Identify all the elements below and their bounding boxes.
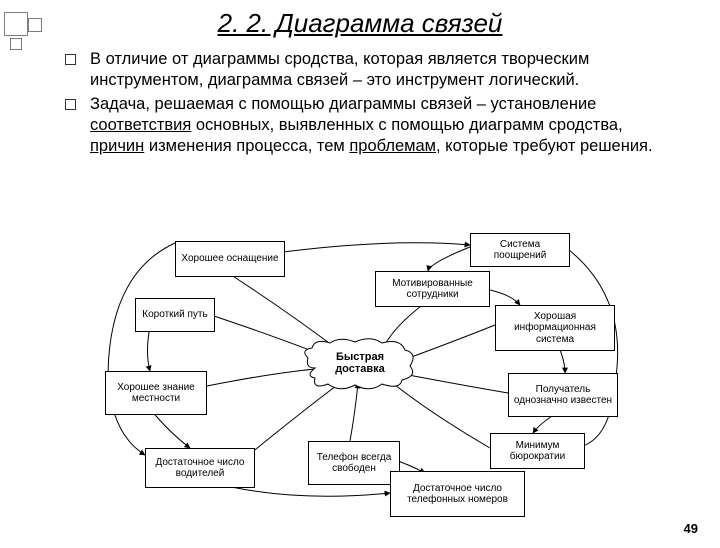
diagram-node: Достаточное число водителей (145, 448, 255, 488)
deco-square (28, 18, 42, 32)
diagram-node: Короткий путь (135, 298, 215, 332)
deco-square (10, 38, 22, 50)
diagram-node: Мотивированные сотрудники (375, 271, 490, 307)
bullet-list: В отличие от диаграммы сродства, которая… (65, 49, 665, 156)
deco-square (4, 12, 28, 36)
diagram-node: Хорошая информационная система (495, 305, 615, 351)
diagram-node: Телефон всегда свободен (308, 441, 400, 485)
center-node: Быстрая доставка (320, 351, 400, 375)
relations-diagram: Быстрая доставка Хорошее оснащение Систем… (90, 233, 630, 518)
bullet-icon (65, 54, 76, 65)
diagram-node: Хорошее оснащение (175, 241, 285, 277)
diagram-node: Получатель однозначно известен (508, 373, 618, 417)
page-title: 2. 2. Диаграмма связей (0, 8, 720, 39)
diagram-node: Достаточное число телефонных номеров (390, 471, 525, 517)
diagram-node: Минимум бюрократии (490, 433, 585, 469)
bullet-2: Задача, решаемая с помощью диаграммы свя… (90, 94, 665, 156)
bullet-icon (65, 99, 76, 110)
diagram-node: Хорошее знание местности (105, 371, 207, 415)
page-number: 49 (684, 521, 698, 536)
bullet-1: В отличие от диаграммы сродства, которая… (90, 49, 665, 90)
diagram-node: Система поощрений (470, 233, 570, 267)
